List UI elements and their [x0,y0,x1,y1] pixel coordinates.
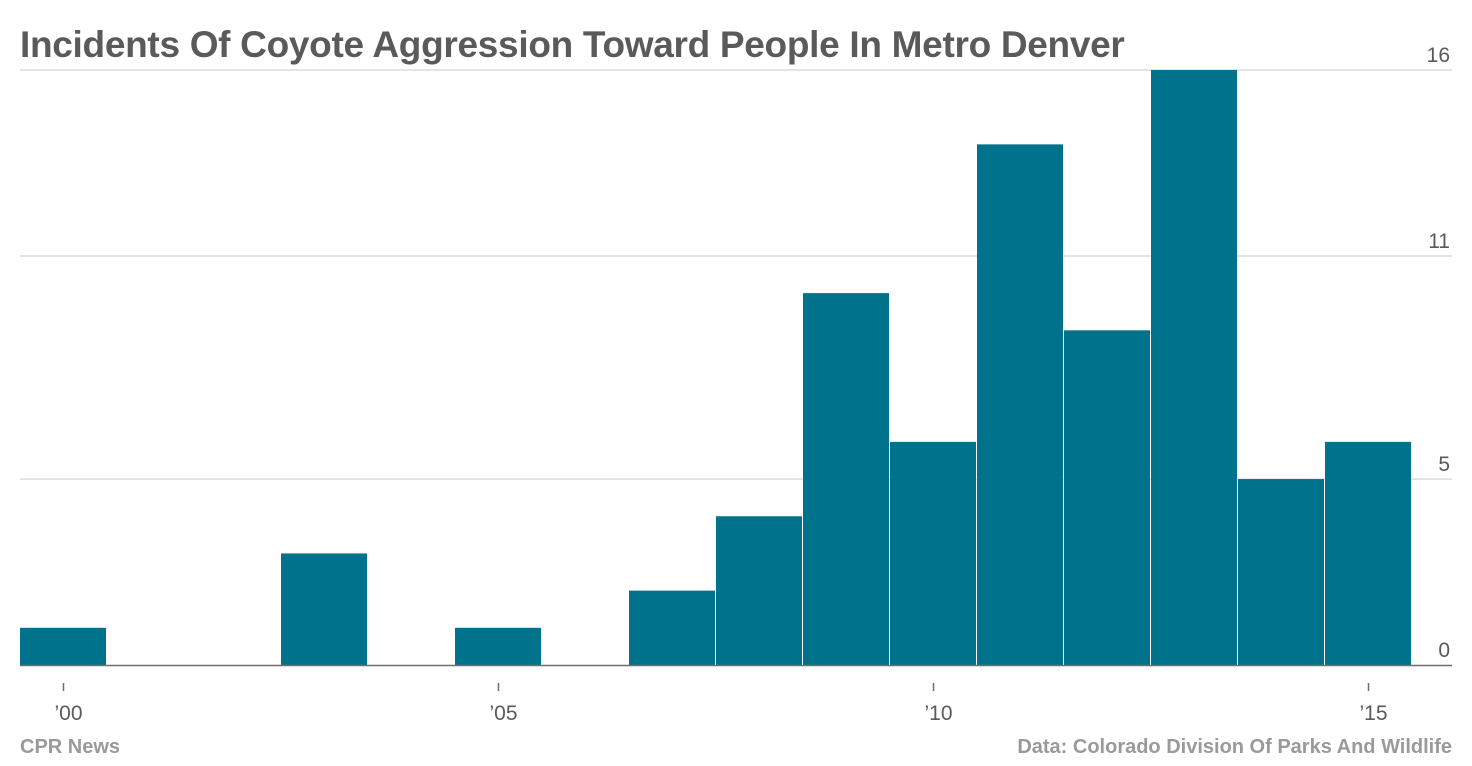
bar [977,144,1063,665]
bar [803,293,889,665]
y-axis-labels: 0 5 11 16 [1427,44,1450,662]
x-tick-label: ’00 [54,702,82,725]
y-tick-label: 11 [1428,230,1450,253]
bar [20,627,106,665]
bar [716,516,802,665]
bar [455,627,541,665]
bars [20,70,1411,665]
y-tick-label: 0 [1438,639,1450,662]
bar [1064,330,1150,665]
x-tick-label: ’10 [924,702,952,725]
bar [890,441,976,665]
footer-data-credit: Data: Colorado Division Of Parks And Wil… [1017,736,1452,758]
x-axis-labels: ’00 ’05 ’10 ’15 [54,702,1387,725]
bar [629,590,715,665]
gridlines [20,69,1452,480]
y-tick-label: 16 [1427,44,1450,67]
y-tick-label: 5 [1438,453,1450,476]
bar [1238,479,1324,665]
footer-source: CPR News [20,736,121,758]
x-tick-label: ’05 [489,702,517,725]
x-axis [20,664,1452,691]
bar [1325,441,1411,665]
bar [281,553,367,665]
bar [1151,70,1237,665]
x-tick-label: ’15 [1359,702,1387,725]
chart-title: Incidents Of Coyote Aggression Toward Pe… [20,24,1125,65]
